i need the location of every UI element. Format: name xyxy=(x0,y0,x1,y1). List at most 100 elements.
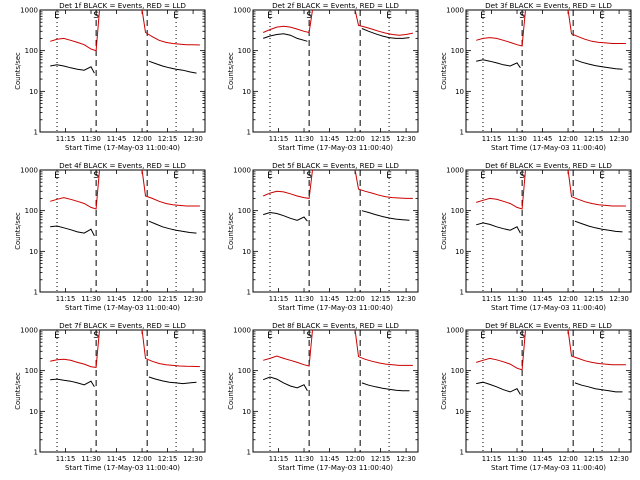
events-series-line xyxy=(476,222,521,234)
marker-label: E xyxy=(54,171,60,181)
x-tick-label: 11:15 xyxy=(482,455,502,463)
x-tick-label: 11:45 xyxy=(320,135,340,143)
marker-label: E xyxy=(386,171,392,181)
x-tick-label: 11:30 xyxy=(294,135,314,143)
x-tick-label: 12:15 xyxy=(584,295,604,303)
marker-label: E xyxy=(267,331,273,341)
x-axis-label: Start Time (17-May-03 11:00:40) xyxy=(278,304,393,312)
y-tick-label: 10 xyxy=(29,248,38,256)
detector-chart: Det 9f BLACK = Events, RED = LLD 1 10 100 10… xyxy=(440,321,632,472)
detector-panel: Det 8f BLACK = Events, RED = LLD 1 10 100 10… xyxy=(213,320,426,480)
marker-label: E xyxy=(386,331,392,341)
x-tick-label: 12:30 xyxy=(396,455,416,463)
marker-label: E xyxy=(267,171,273,181)
x-tick-label: 12:00 xyxy=(558,295,578,303)
x-tick-label: 12:00 xyxy=(132,455,152,463)
events-series-line xyxy=(148,376,197,385)
events-series-line xyxy=(574,59,623,70)
detector-panel: Det 6f BLACK = Events, RED = LLD 1 10 100 10… xyxy=(426,160,639,320)
y-tick-label: 1000 xyxy=(446,167,464,175)
x-axis-label: Start Time (17-May-03 11:00:40) xyxy=(65,304,180,312)
events-series-line xyxy=(50,225,95,237)
detector-chart: Det 8f BLACK = Events, RED = LLD 1 10 100 10… xyxy=(227,321,419,472)
plot-frame xyxy=(39,9,206,133)
x-tick-label: 12:15 xyxy=(584,135,604,143)
lld-series-line xyxy=(50,169,100,210)
plot-frame xyxy=(252,329,419,453)
detector-panel: Det 9f BLACK = Events, RED = LLD 1 10 100 10… xyxy=(426,320,639,480)
chart-title: Det 3f BLACK = Events, RED = LLD xyxy=(485,1,612,10)
y-axis-label: Counts/sec xyxy=(14,372,22,410)
chart-title: Det 1f BLACK = Events, RED = LLD xyxy=(59,1,186,10)
marker-label: S xyxy=(519,171,525,181)
plot-frame xyxy=(252,169,419,293)
events-series-line xyxy=(476,381,521,395)
y-tick-label: 1 xyxy=(247,129,251,137)
marker-label: E xyxy=(173,11,179,21)
lld-series-line xyxy=(476,9,526,47)
y-tick-label: 1000 xyxy=(446,327,464,335)
detector-panel: Det 3f BLACK = Events, RED = LLD 1 10 100 10… xyxy=(426,0,639,160)
x-tick-label: 11:15 xyxy=(269,295,289,303)
x-tick-label: 11:15 xyxy=(269,135,289,143)
chart-title: Det 6f BLACK = Events, RED = LLD xyxy=(485,161,612,170)
y-tick-label: 1 xyxy=(34,449,38,457)
x-tick-label: 12:30 xyxy=(609,135,629,143)
x-tick-label: 11:30 xyxy=(294,295,314,303)
y-tick-label: 10 xyxy=(242,408,251,416)
y-axis-label: Counts/sec xyxy=(227,212,235,250)
marker-label: E xyxy=(386,11,392,21)
x-tick-label: 12:30 xyxy=(183,295,203,303)
x-tick-label: 12:00 xyxy=(345,455,365,463)
chart-title: Det 7f BLACK = Events, RED = LLD xyxy=(59,321,186,330)
lld-series-line xyxy=(567,9,626,44)
y-axis-label: Counts/sec xyxy=(227,372,235,410)
x-tick-label: 11:45 xyxy=(533,295,553,303)
lld-series-line xyxy=(50,329,100,368)
x-tick-label: 12:00 xyxy=(345,135,365,143)
marker-label: E xyxy=(173,171,179,181)
lld-series-line xyxy=(141,9,200,46)
events-series-line xyxy=(574,382,623,393)
detector-chart: Det 6f BLACK = Events, RED = LLD 1 10 100 10… xyxy=(440,161,632,312)
detector-chart: Det 4f BLACK = Events, RED = LLD 1 10 100 10… xyxy=(14,161,206,312)
chart-title: Det 5f BLACK = Events, RED = LLD xyxy=(272,161,399,170)
y-tick-label: 1000 xyxy=(233,7,251,15)
x-tick-label: 11:30 xyxy=(507,295,527,303)
chart-title: Det 9f BLACK = Events, RED = LLD xyxy=(485,321,612,330)
marker-label: E xyxy=(599,331,605,341)
x-tick-label: 11:45 xyxy=(107,455,127,463)
events-series-line xyxy=(263,33,308,42)
chart-title: Det 2f BLACK = Events, RED = LLD xyxy=(272,1,399,10)
y-tick-label: 1000 xyxy=(20,167,38,175)
x-tick-label: 11:45 xyxy=(107,135,127,143)
x-tick-label: 12:00 xyxy=(345,295,365,303)
y-tick-label: 1 xyxy=(247,289,251,297)
y-axis-label: Counts/sec xyxy=(440,372,448,410)
y-axis-label: Counts/sec xyxy=(227,52,235,90)
x-tick-label: 12:15 xyxy=(158,135,178,143)
x-tick-label: 11:15 xyxy=(482,135,502,143)
x-tick-label: 11:15 xyxy=(56,295,76,303)
y-tick-label: 1000 xyxy=(233,327,251,335)
x-axis-label: Start Time (17-May-03 11:00:40) xyxy=(491,464,606,472)
lld-series-line xyxy=(567,169,626,207)
events-series-line xyxy=(50,378,95,388)
marker-label: E xyxy=(480,331,486,341)
y-tick-label: 100 xyxy=(25,367,38,375)
y-tick-label: 10 xyxy=(455,248,464,256)
y-tick-label: 1 xyxy=(247,449,251,457)
lld-series-line xyxy=(263,329,313,367)
x-tick-label: 11:15 xyxy=(482,295,502,303)
marker-label: S xyxy=(306,11,312,21)
y-tick-label: 1000 xyxy=(20,327,38,335)
lld-series-line xyxy=(354,329,413,366)
x-axis-label: Start Time (17-May-03 11:00:40) xyxy=(65,144,180,152)
x-tick-label: 11:30 xyxy=(81,135,101,143)
plot-frame xyxy=(465,329,632,453)
plot-frame xyxy=(252,9,419,133)
x-tick-label: 11:45 xyxy=(107,295,127,303)
marker-label: E xyxy=(54,11,60,21)
detector-chart: Det 1f BLACK = Events, RED = LLD 1 10 100 10… xyxy=(14,1,206,152)
lld-series-line xyxy=(141,169,200,207)
